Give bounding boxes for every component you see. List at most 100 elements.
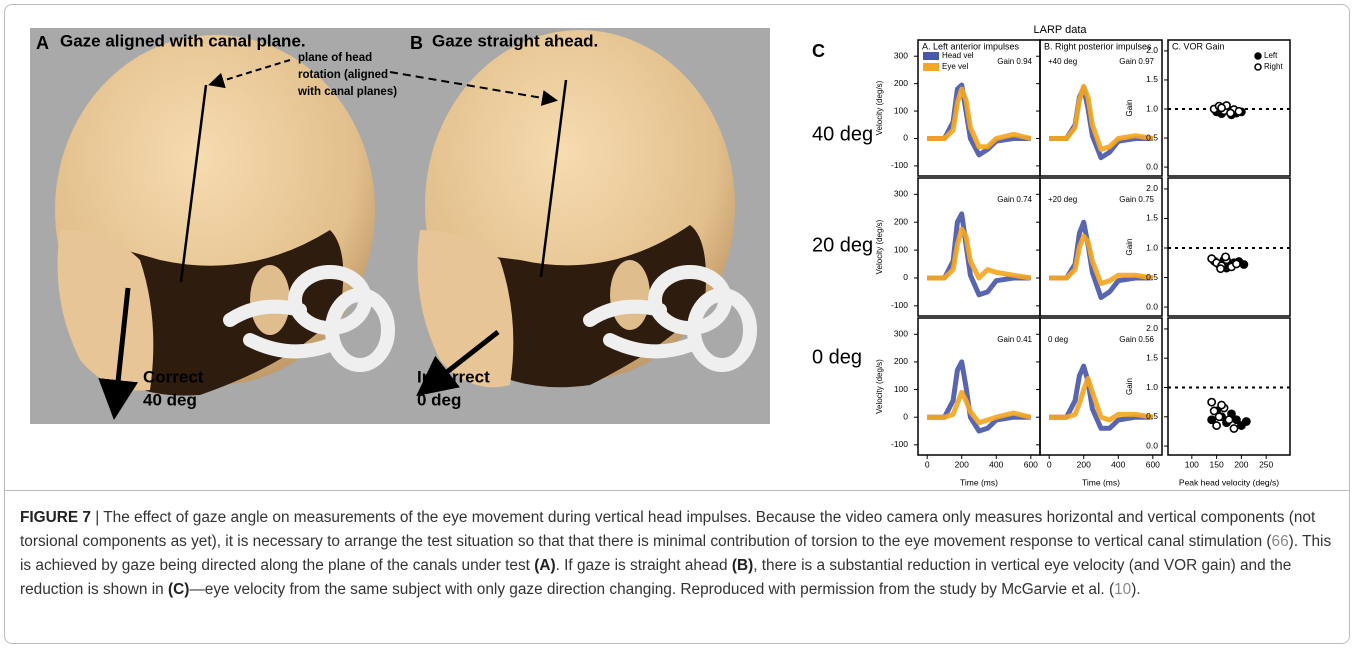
plane-line xyxy=(539,79,568,278)
dashed-arrow xyxy=(389,71,558,106)
caption: FIGURE 7 | The effect of gaze angle on m… xyxy=(20,506,1338,602)
panel-title: Gaze straight ahead. xyxy=(432,31,598,50)
panel-title: Gaze aligned with canal plane. xyxy=(60,31,306,50)
gain-point xyxy=(1216,264,1225,274)
legend-label: Eye vel xyxy=(942,62,968,71)
condition-label: 0 deg xyxy=(1048,335,1068,344)
legend-marker xyxy=(1254,63,1262,71)
image-caption: 0 deg xyxy=(417,390,461,409)
y-tick-label: 0.0 xyxy=(1146,161,1158,171)
y-tick-label: 200 xyxy=(894,356,908,366)
caption-ref: (A) xyxy=(534,557,556,574)
y-tick-label: -100 xyxy=(891,160,908,170)
condition-label: +20 deg xyxy=(1048,195,1077,204)
gain-point xyxy=(1217,400,1226,410)
legend-swatch xyxy=(923,52,939,60)
y-axis-label: Velocity (deg/s) xyxy=(875,80,884,135)
gain-point xyxy=(1224,415,1234,425)
y-tick-label: 0 xyxy=(903,411,908,421)
annotation: rotation (aligned xyxy=(298,69,388,81)
x-axis-label: Peak head velocity (deg/s) xyxy=(1179,477,1279,487)
y-tick-label: 100 xyxy=(894,244,908,254)
x-tick-label: 100 xyxy=(1185,459,1199,469)
y-tick-label: 1.5 xyxy=(1146,213,1158,223)
x-tick-label: 200 xyxy=(1077,459,1091,469)
caption-ref: (C) xyxy=(168,581,190,598)
annotation: plane of head xyxy=(298,52,372,64)
plot-frame xyxy=(1167,317,1291,456)
legend-label: Head vel xyxy=(942,51,974,60)
gain-point xyxy=(1207,415,1217,425)
condition-label: +40 deg xyxy=(1048,57,1077,66)
figure: A Gaze aligned with canal plane. B Gaze … xyxy=(30,24,1291,487)
plane-line xyxy=(179,84,208,283)
velocity-trace xyxy=(927,86,1032,150)
y-tick-label: -100 xyxy=(891,300,908,310)
y-tick-label: 0.5 xyxy=(1146,411,1158,421)
plot-title: B. Right posterior impulses xyxy=(1044,41,1152,51)
y-tick-label: 0 xyxy=(903,133,908,143)
legend-marker xyxy=(1254,52,1262,60)
charts: -100 0 100 200 300 Velocity (deg/s) A. Left an… xyxy=(875,39,1291,487)
gain-point xyxy=(1212,421,1222,430)
panel-b-image xyxy=(402,28,770,424)
plot-title: C. VOR Gain xyxy=(1172,41,1225,51)
x-tick-label: 400 xyxy=(989,459,1003,469)
x-tick-label: 600 xyxy=(1146,459,1160,469)
gain-point xyxy=(1232,415,1241,425)
legend-label: Right xyxy=(1264,62,1283,71)
row-label: 20 deg xyxy=(812,234,873,256)
row-label: 0 deg xyxy=(812,346,862,368)
y-axis-label: Gain xyxy=(1125,239,1134,256)
y-tick-label: 0.5 xyxy=(1146,272,1158,282)
y-tick-label: 1.5 xyxy=(1146,74,1158,84)
caption-text: —eye velocity from the same subject with… xyxy=(189,581,1115,598)
velocity-trace xyxy=(1049,83,1154,152)
y-tick-label: 0.0 xyxy=(1146,440,1158,450)
x-tick-label: 0 xyxy=(925,459,930,469)
y-tick-label: 100 xyxy=(894,384,908,394)
reference-link[interactable]: 66 xyxy=(1271,533,1289,550)
y-tick-label: 1.5 xyxy=(1146,352,1158,362)
gain-point xyxy=(1241,417,1251,426)
caption-text: . If gaze is straight ahead xyxy=(555,557,732,574)
plot-frame xyxy=(1039,39,1163,177)
y-axis-label: Velocity (deg/s) xyxy=(875,359,884,414)
gain-point xyxy=(1221,252,1230,262)
x-tick-label: 200 xyxy=(955,459,969,469)
velocity-trace xyxy=(1049,363,1153,431)
caption-ref: (B) xyxy=(731,557,754,574)
image-caption: Incorrect xyxy=(417,367,490,386)
gain-point xyxy=(1217,103,1226,113)
gain-point xyxy=(1234,106,1244,116)
x-axis-label: Time (ms) xyxy=(960,477,998,487)
y-tick-label: 1.0 xyxy=(1146,103,1158,113)
y-axis-label: Velocity (deg/s) xyxy=(875,219,884,274)
y-tick-label: 300 xyxy=(894,189,908,199)
y-tick-label: 300 xyxy=(894,50,908,60)
x-tick-label: 150 xyxy=(1210,459,1224,469)
y-tick-label: 200 xyxy=(894,216,908,226)
gain-point xyxy=(1232,259,1241,269)
caption-text: | The effect of gaze angle on measuremen… xyxy=(20,509,1316,550)
panel-a-image xyxy=(30,28,402,424)
y-tick-label: 1.0 xyxy=(1146,242,1158,252)
gain-point xyxy=(1239,260,1249,269)
velocity-trace xyxy=(927,389,1032,426)
gain-label: Gain 0.94 xyxy=(997,57,1032,66)
y-axis-label: Gain xyxy=(1125,378,1134,395)
gain-label: Gain 0.97 xyxy=(1119,57,1154,66)
gain-label: Gain 0.56 xyxy=(1119,335,1154,344)
plot-title: A. Left anterior impulses xyxy=(922,41,1020,51)
reference-link[interactable]: 10 xyxy=(1114,581,1132,598)
y-tick-label: -100 xyxy=(891,439,908,449)
x-tick-label: 250 xyxy=(1259,459,1273,469)
dashed-arrow xyxy=(208,59,291,89)
gain-point xyxy=(1229,424,1239,433)
gaze-arrow xyxy=(416,330,500,397)
plot-frame xyxy=(1039,177,1163,317)
x-tick-label: 200 xyxy=(1234,459,1248,469)
image-caption: Correct xyxy=(143,367,204,386)
y-axis-label: Gain xyxy=(1125,100,1134,117)
y-tick-label: 2.0 xyxy=(1146,323,1158,333)
